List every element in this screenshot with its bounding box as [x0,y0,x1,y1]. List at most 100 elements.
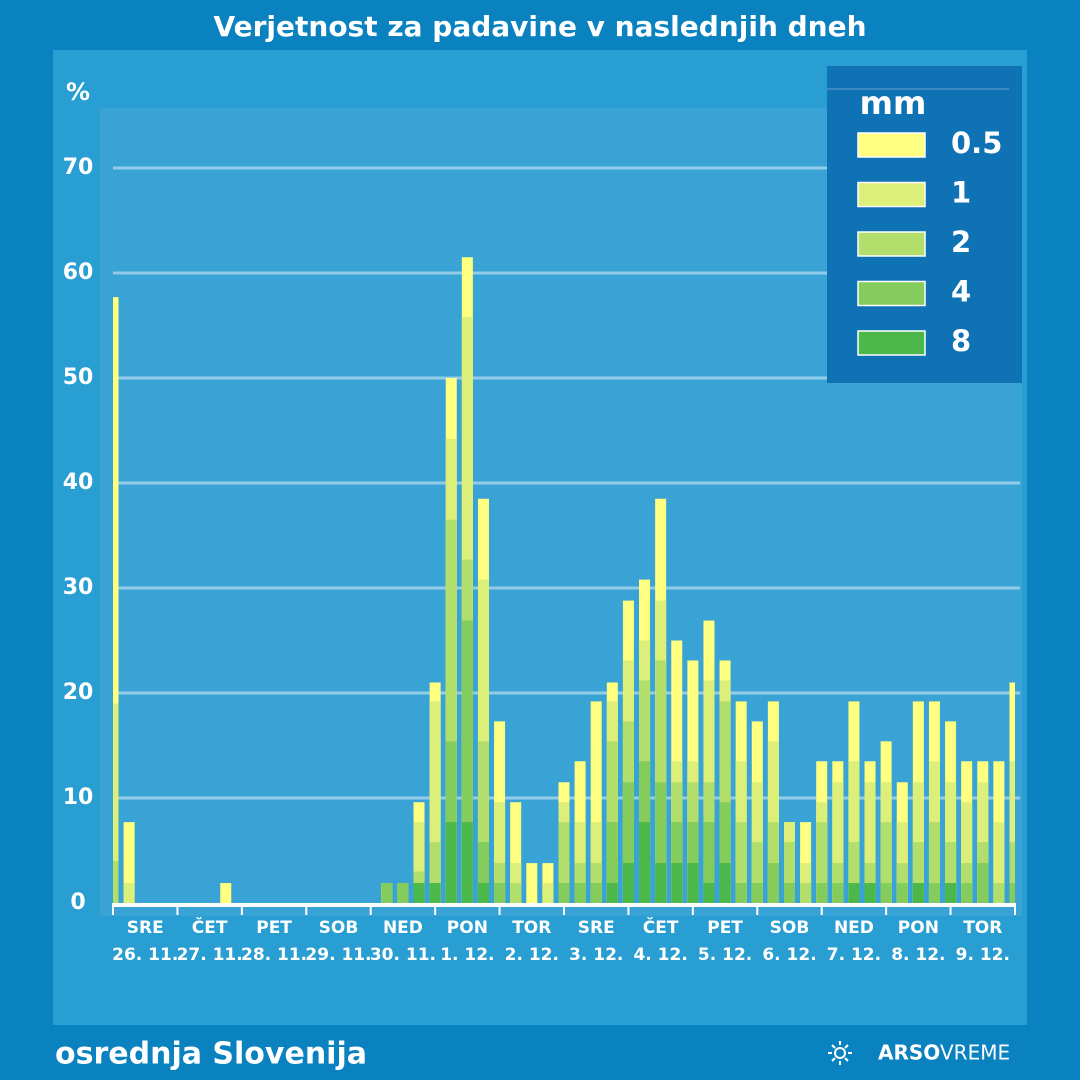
bar [848,842,860,903]
x-tick-label: TOR [963,918,1002,938]
y-tick-label: 0 [70,890,85,915]
legend-label: 0.5 [951,126,1002,160]
bar [848,761,860,903]
bar [413,822,425,903]
bar [1009,842,1015,903]
legend-title: mm [860,84,927,122]
bar [671,822,683,903]
bar [622,782,634,903]
x-tick-label: 1. 12. [440,945,494,965]
x-tick-label: 30. 11. [370,945,436,965]
legend-label: 2 [951,225,971,259]
bar [993,883,1005,903]
bar [526,863,538,903]
bar [767,822,779,903]
bar [445,822,457,903]
bar [461,822,473,903]
x-tick-label: PON [447,918,488,938]
bar [1009,883,1015,903]
bar [606,822,618,903]
legend-swatch [857,330,926,356]
bar [751,883,763,903]
bar [928,822,940,903]
x-tick-label: 8. 12. [891,945,945,965]
bar [896,883,908,903]
bar [429,883,441,903]
x-tick-label: 5. 12. [698,945,752,965]
bar [864,883,876,903]
bar [912,842,924,903]
y-tick-label: 40 [63,470,94,495]
bar [735,883,747,903]
legend: mm 0.5 1 2 4 8 [827,66,1022,383]
bar [912,883,924,903]
brand-icon [828,1041,852,1065]
bar [671,863,683,903]
bar [655,863,667,903]
bar [961,883,973,903]
bar [848,883,860,903]
bar [542,883,554,903]
x-tick-label: 28. 11. [241,945,307,965]
x-tick-label: 3. 12. [569,945,623,965]
bar [590,701,602,903]
y-axis-label: % [66,78,90,106]
bar [510,883,522,903]
x-tick-label: PON [898,918,939,938]
x-tick-label: PET [256,918,292,938]
bar [1009,761,1015,903]
legend-box [827,66,1022,383]
bar [703,883,715,903]
bar [510,802,522,903]
x-tick-label: SRE [578,918,615,938]
bar [429,701,441,903]
legend-label: 4 [951,275,971,309]
bar [896,822,908,903]
bar [590,822,602,903]
bar [864,782,876,903]
legend-swatch [857,231,926,257]
bar [113,297,119,903]
bar [477,741,489,903]
bar [494,883,506,903]
bar [767,863,779,903]
bar [993,822,1005,903]
x-tick-label: TOR [512,918,551,938]
x-tick-label: NED [383,918,423,938]
bar [719,802,731,903]
bar [413,883,425,903]
bar [220,883,232,903]
bar [655,660,667,903]
y-tick-label: 60 [63,260,94,285]
bars [113,257,1015,903]
bar [123,883,135,903]
legend-label: 1 [951,176,971,210]
bar [477,883,489,903]
bar [461,620,473,903]
x-tick-label: 9. 12. [956,945,1010,965]
y-tick-label: 20 [63,680,94,705]
bar [477,842,489,903]
legend-swatch [857,181,926,208]
bar [784,842,795,903]
bar [574,822,586,903]
bar [639,822,651,903]
bar [622,863,634,903]
bar [429,842,441,903]
bar [687,822,699,903]
bar [880,883,892,903]
x-tick-label: 29. 11. [305,945,371,965]
x-tick-label: 4. 12. [633,945,687,965]
x-tick-label: 2. 12. [505,945,559,965]
bar [816,822,828,903]
bar [945,842,957,903]
bar [558,883,570,903]
bar [735,822,747,903]
bar [590,883,602,903]
bar [928,883,940,903]
bar [961,802,973,903]
legend-swatch [857,132,926,158]
bar [381,883,393,903]
